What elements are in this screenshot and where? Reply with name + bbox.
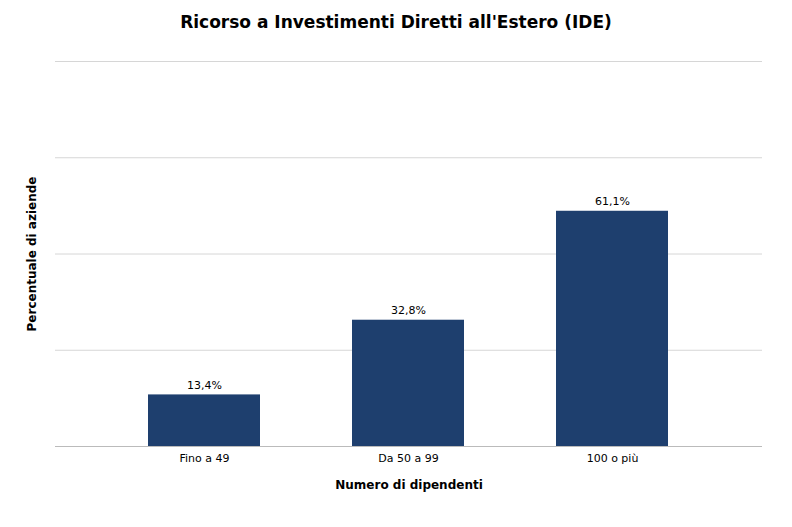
html-text:Ricorso a Investimenti Diretti: Ricorso a Investimenti Diretti all'Ester… (180, 12, 612, 32)
svg-text:61,1%: 61,1% (595, 195, 630, 208)
svg-text:Percentuale di aziende: Percentuale di aziende (25, 177, 39, 332)
svg-text:32,8%: 32,8% (391, 304, 426, 317)
svg-text:13,4%: 13,4% (187, 379, 222, 392)
svg-text:Numero di dipendenti: Numero di dipendenti (335, 478, 483, 492)
svg-text:Fino a 49: Fino a 49 (179, 452, 229, 465)
svg-text:100 o più: 100 o più (587, 452, 639, 465)
svg-text:Da 50 a 99: Da 50 a 99 (378, 452, 438, 465)
